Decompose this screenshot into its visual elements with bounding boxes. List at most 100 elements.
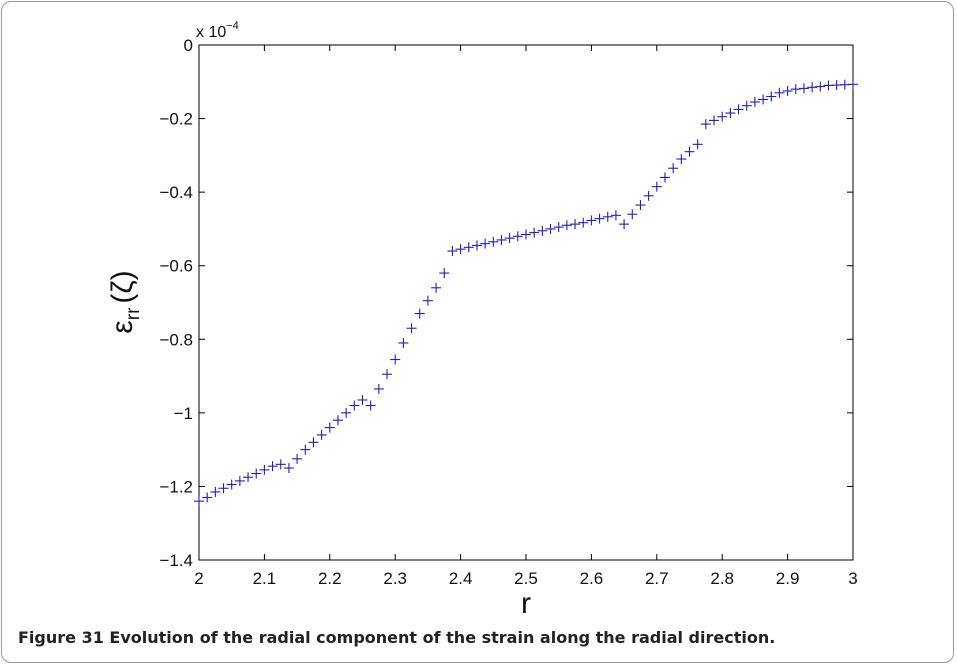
x-tick-label: 2.9 bbox=[776, 569, 800, 588]
data-point bbox=[349, 400, 360, 411]
data-point bbox=[774, 87, 785, 98]
x-tick-label: 2.7 bbox=[645, 569, 669, 588]
data-point bbox=[447, 246, 458, 256]
y-tick-label: −0.8 bbox=[159, 330, 193, 349]
data-point bbox=[733, 104, 744, 115]
data-point bbox=[807, 82, 818, 93]
data-point bbox=[521, 229, 531, 240]
x-tick-label: 2.1 bbox=[253, 569, 277, 588]
x-tick-label: 2.4 bbox=[449, 569, 473, 588]
data-point bbox=[463, 242, 474, 253]
data-point bbox=[300, 444, 311, 455]
data-point bbox=[570, 219, 581, 230]
data-point bbox=[578, 217, 589, 228]
data-point bbox=[537, 225, 548, 236]
x-tick-label: 3 bbox=[848, 569, 857, 588]
x-tick-label: 2.2 bbox=[318, 569, 342, 588]
data-point bbox=[798, 83, 809, 94]
data-point bbox=[480, 238, 491, 249]
y-tick-label: 0 bbox=[184, 36, 193, 55]
data-point bbox=[610, 210, 621, 221]
data-point bbox=[431, 282, 442, 293]
data-point bbox=[594, 213, 605, 224]
data-point bbox=[332, 415, 343, 426]
data-point bbox=[668, 163, 679, 174]
data-point bbox=[496, 234, 507, 245]
x-tick-label: 2.8 bbox=[710, 569, 734, 588]
data-point bbox=[324, 422, 335, 433]
data-point bbox=[725, 108, 736, 119]
y-tick-label: −1.4 bbox=[159, 551, 193, 570]
data-point bbox=[226, 479, 237, 490]
data-point bbox=[627, 209, 638, 220]
data-point bbox=[406, 323, 417, 334]
data-point bbox=[790, 84, 801, 95]
data-point bbox=[619, 219, 630, 230]
data-point bbox=[341, 407, 352, 418]
data-point bbox=[586, 215, 597, 226]
data-point bbox=[651, 181, 662, 192]
data-point bbox=[422, 295, 433, 306]
data-point bbox=[202, 492, 213, 503]
data-point bbox=[700, 119, 711, 130]
data-point bbox=[243, 472, 254, 483]
data-point bbox=[382, 369, 393, 380]
data-point bbox=[373, 383, 384, 394]
figure-caption: Figure 31 Evolution of the radial compon… bbox=[18, 628, 776, 647]
data-point bbox=[529, 227, 540, 238]
x-tick-label: 2.6 bbox=[580, 569, 604, 588]
data-point bbox=[815, 81, 826, 92]
data-point bbox=[292, 453, 303, 464]
data-point bbox=[749, 97, 760, 108]
data-point bbox=[455, 244, 466, 255]
x-tick-label: 2.3 bbox=[383, 569, 407, 588]
data-point bbox=[504, 233, 515, 244]
data-point bbox=[709, 115, 720, 126]
data-point bbox=[766, 91, 777, 102]
data-point bbox=[316, 429, 327, 440]
data-point bbox=[676, 154, 687, 165]
strain-chart: 2 2.1 2.2 2.3 2.4 2.5 2.6 2.7 2.8 2.9 3 0 −0.2 −0.4 −0… bbox=[106, 20, 858, 620]
data-point bbox=[635, 200, 646, 211]
data-point bbox=[848, 79, 858, 90]
data-point bbox=[692, 139, 703, 150]
plot-area bbox=[198, 44, 854, 561]
data-point bbox=[275, 459, 286, 470]
data-point bbox=[218, 483, 229, 494]
data-point bbox=[390, 354, 401, 365]
y-tick-label: −0.4 bbox=[159, 183, 193, 202]
data-point bbox=[512, 231, 523, 242]
data-point bbox=[210, 486, 221, 497]
data-point bbox=[308, 437, 319, 448]
data-point bbox=[643, 190, 654, 201]
data-point bbox=[684, 146, 695, 157]
data-point bbox=[357, 394, 368, 405]
data-point bbox=[259, 464, 270, 475]
y-tick-label: −0.2 bbox=[159, 110, 193, 129]
data-point bbox=[561, 220, 572, 231]
data-point bbox=[553, 222, 564, 233]
y-axis-label: εrr(ζ) bbox=[106, 270, 144, 333]
data-point bbox=[267, 461, 278, 472]
y-tick-label: −1.2 bbox=[159, 477, 193, 496]
data-point bbox=[234, 475, 245, 486]
data-point bbox=[414, 308, 425, 319]
data-point bbox=[251, 468, 262, 479]
x-tick-label: 2.5 bbox=[514, 569, 538, 588]
data-point bbox=[659, 172, 670, 183]
data-point bbox=[471, 240, 482, 251]
x-tick-label: 2 bbox=[194, 569, 203, 588]
data-point bbox=[365, 400, 376, 411]
data-points bbox=[194, 79, 858, 507]
axis-ticks: 2 2.1 2.2 2.3 2.4 2.5 2.6 2.7 2.8 2.9 3 0 −0.2 −0.4 −0… bbox=[159, 36, 857, 588]
y-multiplier: x 10−4 bbox=[196, 20, 239, 41]
data-point bbox=[488, 236, 499, 247]
data-point bbox=[439, 268, 450, 279]
x-axis-label: r bbox=[521, 587, 531, 620]
data-point bbox=[758, 94, 769, 105]
data-point bbox=[398, 337, 409, 348]
data-point bbox=[741, 100, 752, 111]
y-tick-label: −1 bbox=[174, 404, 193, 423]
data-point bbox=[283, 463, 294, 474]
